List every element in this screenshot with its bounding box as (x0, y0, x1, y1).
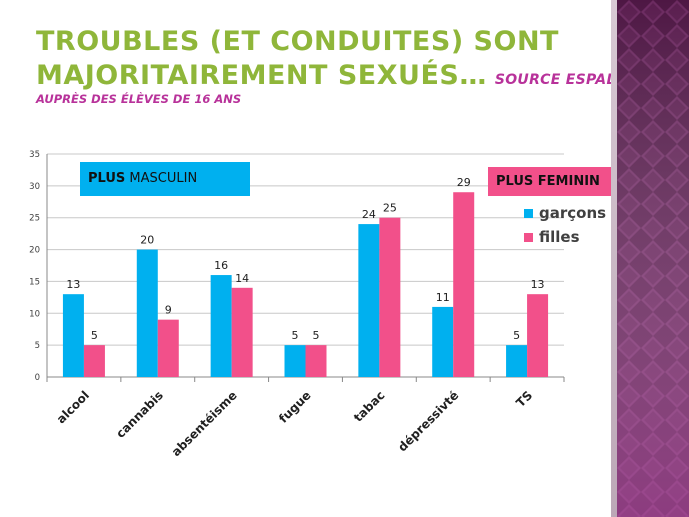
legend-label-filles: filles (539, 228, 580, 246)
masculin-box-bold: PLUS (88, 171, 126, 186)
y-tick-label: 30 (29, 182, 40, 192)
chart: 0 5 10 15 20 25 30 35 13 5 alcool 20 9 cannabis 16 14 ab… (29, 150, 565, 459)
legend: garçons filles (524, 201, 606, 249)
y-tick-label: 25 (29, 214, 40, 224)
bar-garcons (358, 224, 380, 377)
category-label: TS (513, 388, 535, 410)
bar-garcons (210, 275, 232, 377)
legend-swatch-garcons (524, 208, 533, 218)
data-label: 13 (66, 278, 80, 291)
subtitle: auprès des élèves de 16 ans (36, 92, 242, 106)
data-label: 11 (436, 291, 450, 304)
category-label: cannabis (113, 388, 166, 441)
y-tick-label: 0 (35, 373, 40, 383)
data-label: 5 (513, 329, 520, 342)
data-label: 24 (362, 208, 376, 221)
bar-filles (305, 345, 327, 377)
y-tick-label: 10 (29, 309, 40, 319)
category-label: tabac (351, 388, 388, 425)
data-label: 29 (457, 176, 471, 189)
data-label: 13 (531, 278, 545, 291)
bar-filles (527, 294, 549, 377)
legend-label-garcons: garçons (539, 204, 607, 222)
title-line-2-text: majoritairement sexués… (36, 60, 487, 91)
bar-garcons (284, 345, 306, 377)
bar-filles (453, 192, 475, 377)
feminin-box: PLUS FEMININ (488, 167, 634, 196)
masculin-box-rest: MASCULIN (125, 171, 198, 186)
data-label: 25 (383, 202, 397, 215)
data-label: 9 (165, 304, 172, 317)
y-tick-label: 5 (35, 341, 40, 351)
bar-garcons (506, 345, 528, 377)
data-label: 14 (235, 272, 249, 285)
category-label: absentéisme (169, 388, 240, 459)
bar-garcons (136, 249, 158, 377)
data-label: 5 (91, 329, 98, 342)
title-line-2: majoritairement sexués… source ESPAD 2003 (36, 60, 664, 91)
legend-item-garcons: garçons (524, 201, 606, 225)
bar-garcons (62, 294, 84, 377)
data-label: 5 (313, 329, 320, 342)
decor-stripe (611, 0, 617, 517)
bar-filles (83, 345, 105, 377)
y-tick-label: 20 (29, 246, 40, 256)
bar-garcons (432, 306, 454, 377)
category-label: fugue (276, 388, 314, 426)
legend-item-filles: filles (524, 225, 606, 249)
title-line-1: Troubles (et conduites) sont (36, 26, 559, 57)
category-label: alcool (54, 388, 92, 426)
bar-filles (157, 319, 179, 377)
data-label: 5 (292, 329, 299, 342)
data-label: 20 (140, 234, 154, 247)
bar-filles (231, 287, 253, 377)
legend-swatch-filles (524, 232, 533, 242)
y-tick-label: 35 (29, 150, 40, 160)
decor-pattern (617, 0, 689, 517)
category-label: dépressivté (395, 388, 461, 454)
data-label: 16 (214, 259, 228, 272)
y-tick-label: 15 (29, 277, 40, 287)
masculin-box: PLUS MASCULIN (80, 162, 250, 196)
bar-filles (379, 217, 401, 377)
